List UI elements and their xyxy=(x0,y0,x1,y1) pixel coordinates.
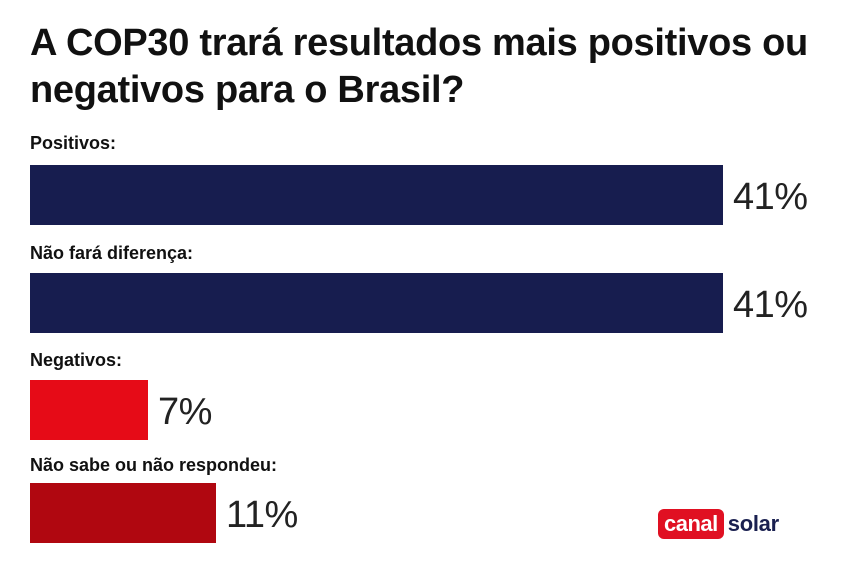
value-label: 41% xyxy=(733,176,808,218)
chart-title: A COP30 trará resultados mais positivos … xyxy=(30,22,808,111)
canal-solar-logo: canal solar xyxy=(658,509,779,539)
bar xyxy=(30,380,148,440)
category-label: Positivos: xyxy=(30,133,117,153)
value-label: 11% xyxy=(226,494,298,536)
bar xyxy=(30,483,216,543)
value-label: 41% xyxy=(733,284,808,326)
bar xyxy=(30,165,723,225)
value-label: 7% xyxy=(158,391,212,433)
category-label: Não sabe ou não respondeu: xyxy=(30,455,278,475)
category-label: Não fará diferença: xyxy=(30,243,194,263)
logo-solar-text: solar xyxy=(727,511,779,536)
bar xyxy=(30,273,723,333)
category-label: Negativos: xyxy=(30,350,123,370)
logo-canal-text: canal xyxy=(658,509,724,539)
